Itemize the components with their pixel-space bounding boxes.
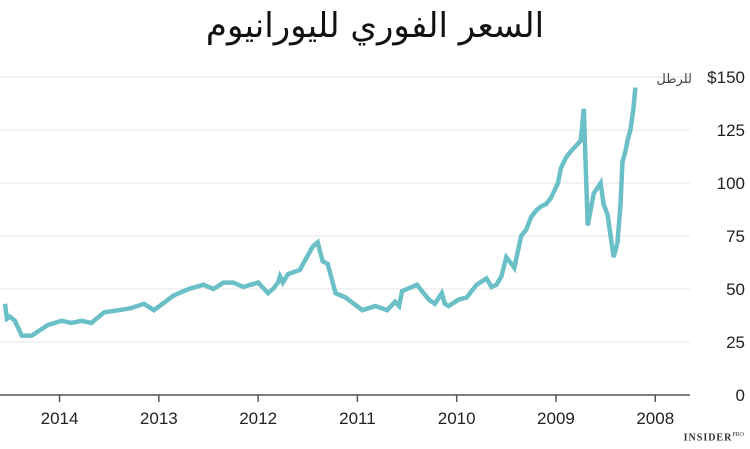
x-tick-label: 2010 xyxy=(438,409,476,428)
series-layer xyxy=(2,87,638,338)
x-tick-label: 2009 xyxy=(537,409,575,428)
x-tick-label: 2012 xyxy=(239,409,277,428)
x-tick-label: 2008 xyxy=(636,409,674,428)
y-tick-label: $150 xyxy=(707,68,745,87)
x-tick-label: 2013 xyxy=(140,409,178,428)
y-tick-label: 125 xyxy=(717,121,745,140)
x-tick-label: 2011 xyxy=(339,409,376,428)
series-line-uranium-spot-price xyxy=(2,87,638,338)
tick-marks xyxy=(58,395,657,402)
x-tick-label: 2014 xyxy=(41,409,79,428)
brand-name: INSIDER xyxy=(683,432,733,443)
brand-logo: INSIDERPRO xyxy=(684,432,744,443)
y-tick-label: 50 xyxy=(726,280,745,299)
y-tick-label: 100 xyxy=(717,174,745,193)
y-tick-label: 0 xyxy=(736,386,745,405)
gridlines xyxy=(0,76,690,343)
y-unit-label: للرطل xyxy=(656,72,692,87)
chart-title: السعر الفوري لليورانيوم xyxy=(205,6,545,46)
y-tick-label: 25 xyxy=(726,333,745,352)
brand-suffix: PRO xyxy=(732,431,744,438)
y-tick-label: 75 xyxy=(726,227,745,246)
tick-labels: 0 25 50 75 100 125 $150 للرطل 2014 2013 2012 2011 20… xyxy=(41,68,745,428)
